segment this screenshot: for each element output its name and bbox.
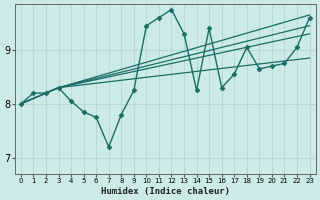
X-axis label: Humidex (Indice chaleur): Humidex (Indice chaleur) <box>101 187 230 196</box>
